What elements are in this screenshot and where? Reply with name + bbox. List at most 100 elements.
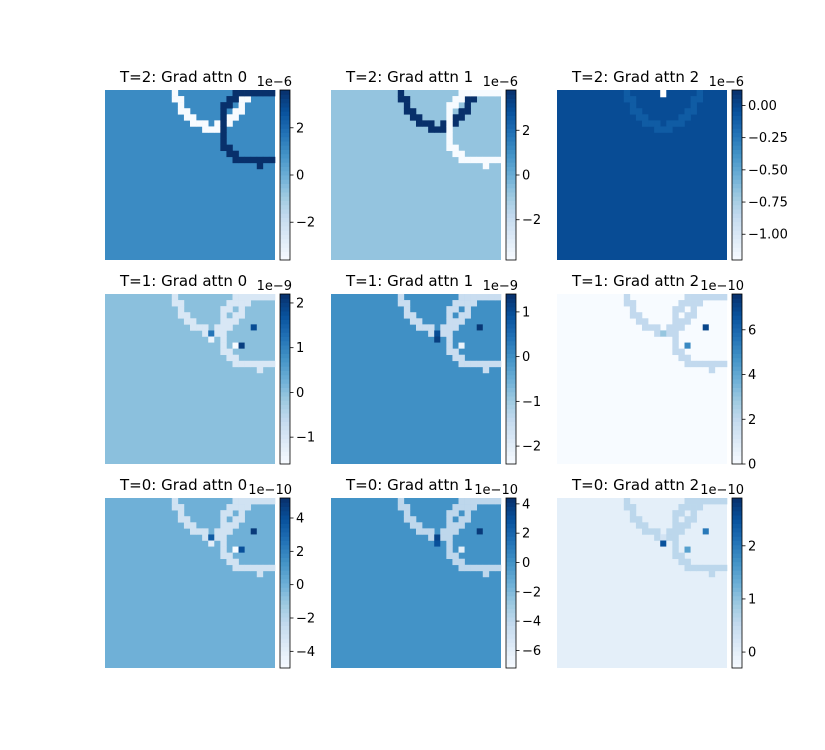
colorbar-segment bbox=[732, 345, 742, 350]
heatmap-cell bbox=[672, 342, 679, 349]
heatmap-cell bbox=[409, 318, 417, 325]
heatmap-cell bbox=[464, 156, 471, 164]
colorbar-segment bbox=[732, 578, 742, 584]
heatmap-cell bbox=[403, 510, 411, 517]
heatmap-cell bbox=[476, 90, 484, 97]
heatmap-cell bbox=[452, 504, 459, 511]
colorbar-segment bbox=[280, 153, 290, 159]
colorbar-segment bbox=[506, 94, 516, 99]
colorbar-segment bbox=[280, 196, 290, 201]
heatmap-cell bbox=[220, 534, 227, 541]
heatmap-cell bbox=[244, 498, 252, 505]
heatmap-cell bbox=[208, 540, 215, 547]
colorbar-tick-label: 2 bbox=[748, 539, 756, 554]
colorbar-segment bbox=[280, 98, 290, 104]
heatmap-title: T=2: Grad attn 2 bbox=[571, 68, 699, 86]
colorbar-segment bbox=[506, 166, 516, 172]
colorbar-segment bbox=[280, 158, 290, 163]
colorbar-tick-label: 4 bbox=[522, 497, 530, 512]
colorbar-segment bbox=[506, 357, 516, 363]
colorbar-segment bbox=[280, 294, 290, 299]
heatmap-cell bbox=[171, 90, 179, 97]
heatmap-cell bbox=[244, 294, 252, 301]
heatmap-cell bbox=[452, 96, 459, 103]
colorbar-segment bbox=[732, 523, 742, 529]
heatmap-cell bbox=[494, 294, 502, 301]
heatmap-cell bbox=[452, 102, 459, 109]
colorbar-segment bbox=[280, 604, 290, 609]
heatmap-cell bbox=[458, 312, 465, 319]
heatmap-cell bbox=[672, 312, 679, 319]
colorbar-segment bbox=[280, 549, 290, 554]
colorbar-segment bbox=[732, 561, 742, 567]
heatmap-title: T=1: Grad attn 1 bbox=[345, 272, 473, 290]
heatmap-cell bbox=[458, 360, 465, 368]
colorbar-segment bbox=[732, 408, 742, 414]
colorbar-segment bbox=[506, 243, 516, 248]
colorbar-segment bbox=[732, 434, 742, 439]
heatmap-cell bbox=[226, 348, 233, 356]
heatmap-cell bbox=[696, 498, 704, 505]
heatmap-cell bbox=[672, 540, 679, 547]
heatmap-cell bbox=[190, 120, 197, 127]
colorbar-segment bbox=[280, 646, 290, 652]
colorbar-segment bbox=[506, 234, 516, 240]
colorbar-segment bbox=[280, 243, 290, 248]
heatmap-cell bbox=[684, 312, 691, 319]
heatmap-cell bbox=[177, 306, 185, 313]
colorbar-segment bbox=[280, 663, 290, 669]
heatmap-panel-2: T=2: Grad attn 2 0.00 −0.25 −0.50 −0.75 −1.00… bbox=[557, 68, 788, 261]
colorbar-segment bbox=[506, 574, 516, 580]
heatmap-cell bbox=[708, 498, 716, 505]
heatmap-cell bbox=[464, 516, 471, 523]
heatmap-cell bbox=[226, 558, 233, 566]
colorbar-segment bbox=[732, 234, 742, 240]
heatmap-cell bbox=[238, 504, 245, 511]
colorbar-segment bbox=[506, 192, 516, 197]
colorbar-segment bbox=[280, 527, 290, 533]
colorbar-segment bbox=[732, 298, 742, 303]
heatmap-cell bbox=[654, 324, 661, 331]
heatmap-cell bbox=[464, 96, 471, 103]
colorbar-segment bbox=[732, 383, 742, 388]
heatmap-cell bbox=[452, 354, 459, 362]
heatmap-cell bbox=[220, 312, 227, 319]
heatmap-cell bbox=[720, 360, 728, 368]
colorbar-segment bbox=[732, 107, 742, 112]
heatmap-cell bbox=[629, 504, 637, 511]
colorbar-segment bbox=[280, 655, 290, 660]
heatmap-cell bbox=[660, 540, 667, 547]
heatmap-cell bbox=[708, 564, 716, 572]
colorbar-segment bbox=[506, 553, 516, 558]
heatmap-cell bbox=[403, 504, 411, 511]
heatmap-cell bbox=[648, 528, 655, 535]
heatmap-cell bbox=[256, 162, 264, 170]
heatmap-cell bbox=[476, 156, 484, 164]
heatmap-cell bbox=[446, 516, 453, 523]
heatmap-cell bbox=[238, 510, 245, 517]
colorbar-segment bbox=[506, 294, 516, 299]
colorbar-exponent: 1e−10 bbox=[248, 483, 292, 498]
colorbar-segment bbox=[506, 170, 516, 176]
heatmap-cell bbox=[648, 120, 655, 127]
colorbar: −2 0 2 1e−6 bbox=[483, 75, 541, 261]
colorbar-segment bbox=[280, 587, 290, 592]
heatmap-cell bbox=[654, 330, 661, 337]
heatmap-cell bbox=[702, 324, 709, 331]
heatmap-cell bbox=[678, 348, 685, 356]
heatmap-panel-0: T=2: Grad attn 0 −2 0 2 1e−6 bbox=[105, 68, 315, 261]
heatmap-cell bbox=[458, 564, 465, 572]
heatmap-cell bbox=[238, 300, 245, 307]
heatmap-cell bbox=[488, 498, 496, 505]
heatmap-panel-4: T=1: Grad attn 1 −2 −1 0 1 1e−9 bbox=[331, 272, 541, 465]
heatmap-cell bbox=[256, 570, 264, 578]
colorbar-segment bbox=[732, 515, 742, 520]
colorbar-segment bbox=[506, 149, 516, 155]
colorbar-segment bbox=[732, 302, 742, 308]
heatmap-cell bbox=[672, 534, 679, 541]
colorbar-tick-label: −6 bbox=[522, 644, 541, 659]
heatmap-cell bbox=[458, 90, 465, 97]
colorbar-segment bbox=[280, 221, 290, 227]
colorbar-segment bbox=[506, 532, 516, 537]
heatmap-cell bbox=[464, 498, 471, 505]
